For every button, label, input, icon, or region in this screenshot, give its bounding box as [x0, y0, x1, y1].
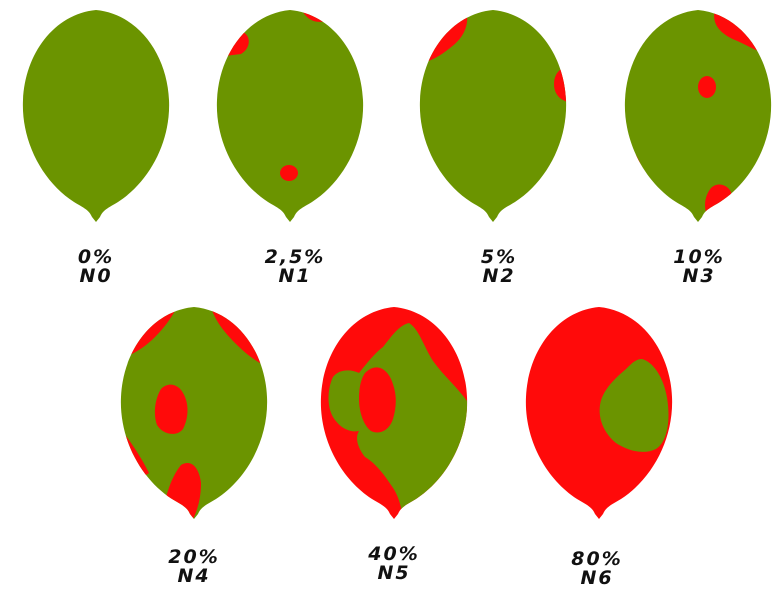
leaf-lesion-patch [359, 367, 396, 433]
severity-percent: 10% [673, 246, 725, 268]
severity-percent: 20% [168, 546, 220, 568]
label-n3: 10% N3 [644, 248, 754, 286]
severity-level: N4 [177, 565, 211, 587]
severity-percent: 80% [571, 548, 623, 570]
severity-percent: 2,5% [264, 246, 326, 268]
leaf-n4 [120, 307, 268, 519]
label-n4: 20% N4 [139, 548, 249, 586]
severity-level: N3 [682, 265, 716, 287]
severity-percent: 0% [77, 246, 115, 268]
leaf-n1 [216, 10, 364, 222]
label-n0: 0% N0 [41, 248, 151, 286]
leaf-healthy-area [599, 359, 669, 452]
leaf-n5 [320, 307, 468, 519]
leaf-n3 [624, 10, 772, 222]
leaf-n6 [525, 307, 673, 519]
severity-percent: 40% [368, 543, 420, 565]
leaf-n0 [22, 10, 170, 222]
severity-percent: 5% [480, 246, 518, 268]
severity-level: N2 [482, 265, 516, 287]
severity-level: N0 [79, 265, 113, 287]
label-n2: 5% N2 [444, 248, 554, 286]
leaf-healthy-area [328, 323, 467, 519]
leaf-healthy-area [22, 10, 170, 222]
label-n5: 40% N5 [339, 545, 449, 583]
label-n6: 80% N6 [542, 550, 652, 588]
leaf-n2 [419, 10, 567, 222]
severity-level: N5 [377, 562, 411, 584]
label-n1: 2,5% N1 [240, 248, 350, 286]
severity-level: N1 [278, 265, 312, 287]
severity-level: N6 [580, 567, 614, 589]
